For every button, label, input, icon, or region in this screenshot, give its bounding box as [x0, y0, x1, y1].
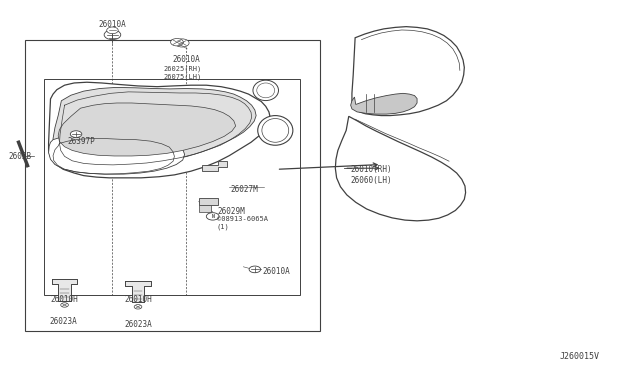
- Polygon shape: [53, 87, 256, 163]
- Text: ©08913-6065A
(1): ©08913-6065A (1): [216, 216, 268, 230]
- Circle shape: [134, 305, 142, 309]
- Text: 26010(RH)
26060(LH): 26010(RH) 26060(LH): [351, 165, 392, 185]
- Polygon shape: [49, 82, 270, 178]
- Text: 26010A: 26010A: [262, 267, 291, 276]
- Ellipse shape: [253, 80, 278, 100]
- Text: 26397P: 26397P: [68, 137, 95, 146]
- Text: 2602B: 2602B: [8, 152, 31, 161]
- Text: 26010H: 26010H: [51, 295, 79, 304]
- Polygon shape: [198, 198, 218, 205]
- Circle shape: [171, 38, 183, 46]
- Text: 26029M: 26029M: [218, 208, 246, 217]
- Text: 26010A: 26010A: [99, 20, 126, 29]
- Polygon shape: [202, 161, 227, 171]
- Ellipse shape: [258, 116, 293, 145]
- Circle shape: [61, 303, 68, 307]
- Circle shape: [70, 131, 82, 137]
- Text: 26010A: 26010A: [172, 55, 200, 64]
- Text: N: N: [211, 214, 214, 219]
- Text: 26023A: 26023A: [49, 317, 77, 326]
- Polygon shape: [198, 205, 211, 212]
- Polygon shape: [351, 93, 417, 114]
- Circle shape: [107, 27, 118, 34]
- Polygon shape: [335, 116, 466, 221]
- Circle shape: [249, 266, 260, 273]
- Text: 26027M: 26027M: [230, 185, 259, 194]
- Text: 26025(RH)
26075(LH): 26025(RH) 26075(LH): [164, 66, 202, 80]
- Text: 26023A: 26023A: [124, 321, 152, 330]
- Circle shape: [104, 30, 121, 39]
- Polygon shape: [49, 134, 184, 174]
- Polygon shape: [352, 27, 465, 116]
- Text: 26010H: 26010H: [124, 295, 152, 304]
- Text: J260015V: J260015V: [559, 352, 600, 361]
- Polygon shape: [52, 279, 77, 301]
- Polygon shape: [58, 103, 236, 156]
- Polygon shape: [125, 281, 151, 302]
- Circle shape: [206, 213, 219, 220]
- Circle shape: [175, 39, 189, 47]
